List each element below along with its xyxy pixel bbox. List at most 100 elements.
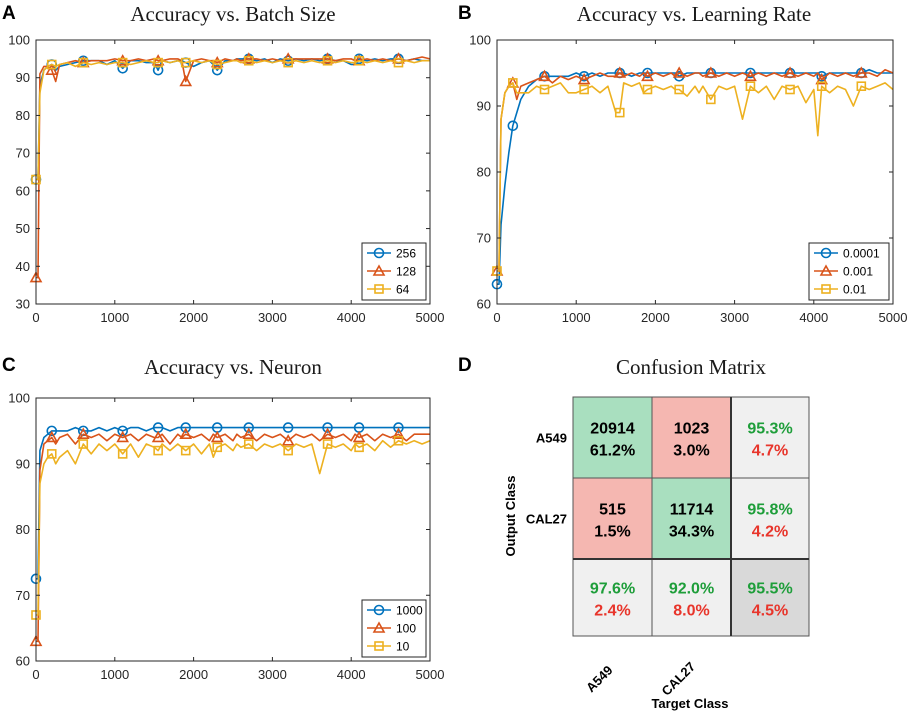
cm-cell-background [651,477,732,560]
legend-marker-0.01 [821,284,831,294]
y-tick-label: 90 [16,456,30,471]
legend-marker-0.0001 [820,247,832,259]
cm-cell-background [572,477,653,560]
legend: 0.0001 0.001 0.01 [808,242,890,301]
cm-cell-1-0: 515 1.5% [572,477,653,560]
data-point-64 [243,55,254,66]
cm-cell-percent: 1.5% [594,524,630,541]
data-point-100 [116,430,130,443]
x-tick-label: 1000 [100,667,129,682]
data-point-0.001 [815,72,829,85]
data-point-64 [180,57,191,68]
data-point-10 [322,439,333,449]
data-point-256 [117,62,128,74]
cm-cell-value: 515 [599,502,626,519]
data-point-0.0001 [507,120,519,132]
legend-marker-128 [372,264,386,276]
cm-cell-percent: 61.2% [590,443,635,460]
cm-ylabel: Output Class [503,476,518,557]
cm-xlabel: Target Class [651,696,728,711]
data-point-0.01 [745,81,756,91]
data-point-10 [46,449,57,459]
cm-cell-percent: 4.7% [752,443,788,460]
data-point-0.001 [744,69,757,82]
panel-letter-c: C [2,355,16,376]
plot-a: 0 1000 2000 3000 4000 5000 30 40 50 60 70 80 90 100 25… [8,33,444,326]
legend-label-0.01: 0.01 [843,283,867,297]
cm-cell-0-1: 1023 3.0% [651,396,732,479]
cm-cell-value: 95.8% [747,502,792,519]
legend-label-0.0001: 0.0001 [843,247,880,261]
y-tick-label: 100 [8,33,30,48]
data-point-100 [45,430,59,443]
data-point-0.01 [508,78,518,88]
panel-letter-b: B [458,3,472,24]
cm-cell-background [730,558,810,637]
data-point-0.0001 [578,71,590,82]
data-point-0.001 [854,66,868,78]
cm-cell-value: 97.6% [590,581,635,598]
data-point-10 [243,439,254,449]
data-point-0.001 [538,69,551,82]
legend-label-256: 256 [396,247,416,261]
data-point-64 [117,57,128,68]
cm-col-label-a549: A549 [583,663,616,696]
legend-marker-0.001 [819,264,833,276]
cm-cell-value: 95.3% [747,421,792,438]
x-tick-label: 5000 [416,667,445,682]
y-tick-label: 70 [16,588,30,603]
x-tick-label: 4000 [337,310,366,325]
data-point-0.01 [706,94,716,105]
data-point-10 [354,442,364,453]
data-point-10 [393,435,404,446]
y-tick-label: 70 [16,146,30,161]
legend-label-1000: 1000 [396,604,423,618]
x-tick-label: 3000 [258,667,287,682]
cm-cell-value: 95.5% [747,581,792,598]
legend-marker-100 [372,621,386,633]
data-point-64 [283,57,293,68]
legend-label-100: 100 [396,622,416,636]
data-point-100 [151,430,165,443]
cm-cell-background [572,558,653,637]
data-point-10 [153,445,163,456]
x-tick-label: 0 [32,310,39,325]
data-point-0.001 [783,66,797,78]
data-point-64 [78,57,89,68]
plot-b: 0 1000 2000 3000 4000 5000607080901000.00010.… [469,33,907,326]
data-point-128 [151,54,165,66]
chart-title-a: Accuracy vs. Batch Size [130,2,335,26]
cm-cell-percent: 34.3% [669,524,714,541]
data-point-10 [283,445,293,456]
chart-title-d: Confusion Matrix [616,355,766,379]
x-tick-label: 3000 [720,310,749,325]
x-tick-label: 3000 [258,310,287,325]
data-point-256 [211,64,223,76]
x-tick-label: 2000 [179,310,208,325]
data-point-256 [152,64,164,76]
cm-cell-2-1: 92.0% 8.0% [651,558,732,637]
data-point-1000 [117,425,128,437]
series-line-0.01 [497,82,894,272]
data-point-100 [179,427,193,439]
legend-label-0.001: 0.001 [843,265,873,279]
x-tick-label: 5000 [879,310,908,325]
x-tick-label: 4000 [337,667,366,682]
data-point-0.001 [613,66,627,78]
y-tick-label: 70 [477,231,491,246]
chart-title-b: Accuracy vs. Learning Rate [577,2,811,26]
data-point-128 [210,55,224,68]
cm-cell-0-2: 95.3% 4.7% [730,396,810,479]
cm-cell-background [730,477,810,560]
data-point-0.001 [672,66,686,78]
legend-label-64: 64 [396,283,410,297]
data-point-10 [78,439,89,449]
y-tick-label: 100 [8,391,30,406]
y-tick-label: 80 [477,165,491,180]
data-point-0.01 [674,84,684,95]
confusion-matrix: 20914 61.2% 1023 3.0% 95.3% 4.7% 515 1.5% 11714 3… [503,396,810,711]
panel-b: B Accuracy vs. Learning Rate 0 1000 2000 30… [458,2,907,325]
cm-cell-2-2: 95.5% 4.5% [730,558,810,637]
x-tick-label: 0 [32,667,39,682]
